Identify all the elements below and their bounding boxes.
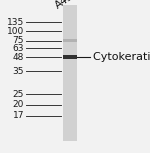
Text: 48: 48 — [13, 53, 24, 62]
Text: 135: 135 — [7, 18, 24, 27]
Text: 17: 17 — [12, 111, 24, 120]
Text: A431: A431 — [53, 0, 81, 11]
Bar — [63, 39, 77, 42]
Text: 63: 63 — [12, 44, 24, 53]
Bar — [63, 55, 77, 59]
Text: 25: 25 — [13, 90, 24, 99]
Text: 100: 100 — [7, 27, 24, 36]
Bar — [63, 5, 77, 141]
Text: 75: 75 — [12, 36, 24, 45]
Text: 35: 35 — [12, 67, 24, 76]
Text: Cytokeratin 19: Cytokeratin 19 — [93, 52, 150, 62]
Text: 20: 20 — [13, 100, 24, 109]
